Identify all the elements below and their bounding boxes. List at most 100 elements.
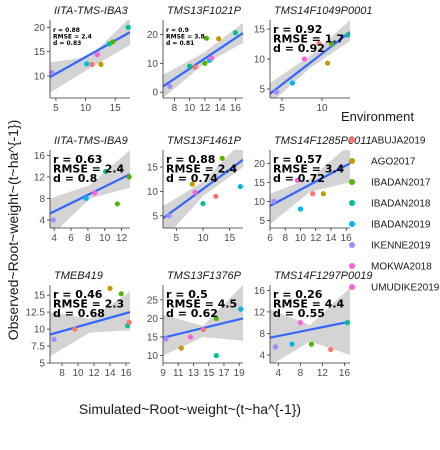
y-tick-label: 16 (34, 151, 46, 162)
data-point (310, 191, 316, 197)
confidence-band (270, 150, 350, 225)
stat-annotation: r = 0.92 (273, 23, 322, 36)
stat-annotation: r = 0.88 (53, 27, 80, 34)
x-tick-label: 8 (282, 233, 288, 244)
y-tick-label: 12 (254, 307, 266, 318)
data-point (187, 63, 193, 69)
x-tick-label: 8 (85, 233, 91, 244)
x-tick-label: 13 (188, 368, 200, 379)
regression-line (50, 311, 130, 336)
data-point (325, 60, 331, 66)
data-point (200, 201, 206, 207)
legend-key (349, 200, 355, 206)
y-tick-label: 10 (34, 325, 46, 336)
data-point (271, 198, 277, 204)
y-tick-label: 15 (34, 47, 46, 58)
data-point (187, 334, 194, 340)
y-tick-label: 16 (254, 286, 266, 297)
x-tick-label: 12 (116, 233, 128, 244)
x-tick-label: 8 (59, 368, 65, 379)
x-tick-label: 11 (173, 368, 184, 379)
x-tick-label: 15 (203, 368, 215, 379)
x-tick-label: 16 (120, 368, 132, 379)
legend-label: IKENNE2019 (371, 241, 431, 252)
x-tick-label: 4 (275, 368, 281, 379)
stat-annotation: RMSE = 2.4 (53, 34, 92, 41)
legend-label: UMUDIKE2019 (371, 283, 440, 294)
data-point (213, 193, 219, 199)
data-point (301, 56, 307, 62)
x-tick-label: 12 (317, 368, 329, 379)
data-point (163, 336, 169, 342)
panel-title: IITA-TMS-IBA3 (54, 5, 129, 17)
confidence-band (163, 285, 243, 356)
data-point (320, 191, 326, 197)
panel-title: TMEB419 (54, 270, 103, 282)
x-tick-label: 15 (224, 233, 236, 244)
data-point (126, 319, 132, 325)
legend-label: IBADAN2017 (371, 178, 431, 189)
y-tick-label: 20 (254, 159, 266, 170)
stat-annotation: d = 0.8 (53, 172, 97, 185)
y-tick-label: 5 (152, 211, 158, 222)
x-tick-label: 10 (72, 368, 84, 379)
x-tick-label: 10 (80, 103, 92, 114)
x-tick-label: 10 (316, 103, 328, 114)
legend-key (349, 263, 355, 269)
stat-annotation: d = 0.68 (53, 307, 105, 320)
y-tick-label: 10 (34, 72, 46, 83)
regression-line (270, 31, 350, 95)
x-tick-label: 12 (199, 103, 211, 114)
x-tick-label: 12 (88, 368, 100, 379)
x-tick-label: 14 (104, 368, 116, 379)
x-tick-label: 8 (298, 368, 304, 379)
y-tick-label: 7.5 (31, 342, 45, 353)
panel-title: TMS13F1461P (167, 135, 242, 147)
panel-title: TMS13F1021P (167, 5, 242, 17)
stat-annotation: d = 0.55 (273, 307, 325, 320)
y-tick-label: 15 (254, 25, 266, 36)
x-tick-label: 12 (310, 233, 322, 244)
data-point (209, 55, 215, 61)
y-tick-label: 4 (259, 350, 265, 361)
stat-annotation: d = 0.83 (53, 40, 81, 47)
y-tick-label: 10 (254, 55, 266, 66)
x-tick-label: 16 (230, 103, 242, 114)
x-tick-label: 17 (218, 368, 230, 379)
x-tick-label: 6 (267, 233, 273, 244)
data-point (89, 61, 95, 67)
y-tick-label: 10 (147, 59, 159, 70)
regression-line (270, 162, 350, 207)
stat-annotation: r = 0.57 (273, 153, 322, 166)
legend-label: IBADAN2019 (371, 220, 431, 231)
x-tick-label: 5 (174, 233, 180, 244)
data-point (237, 183, 243, 190)
data-point (167, 83, 173, 90)
x-tick-label: 10 (99, 233, 111, 244)
data-point (84, 61, 90, 67)
x-tick-label: 16 (341, 233, 353, 244)
stat-annotation: RMSE = 3.4 (273, 163, 345, 176)
data-point (272, 344, 279, 350)
legend-label: MOKWA2018 (371, 262, 432, 273)
confidence-band (50, 20, 130, 93)
panel-title: IITA-TMS-IBA9 (54, 135, 128, 147)
data-point (94, 52, 101, 58)
legend-key (349, 221, 355, 227)
panel-9: TMS14F1297P0019 4 8 12 16 4 8 12 16 r = 0.26RMSE … (254, 270, 373, 379)
data-point (50, 217, 56, 223)
y-tick-label: 5 (259, 85, 265, 96)
y-tick-label: 5 (259, 216, 265, 227)
legend-key (349, 179, 355, 185)
panel-title: TMS14F1285P0011 (274, 135, 372, 147)
x-axis-title: Simulated~Root~weight~(t~ha^{-1}) (79, 401, 301, 417)
stat-annotation: RMSE = 4.5 (166, 298, 237, 311)
stat-annotation: RMSE = 2.3 (53, 298, 124, 311)
y-tick-label: 12 (34, 172, 46, 183)
confidence-band (50, 150, 130, 228)
y-tick-label: 10 (147, 351, 159, 362)
